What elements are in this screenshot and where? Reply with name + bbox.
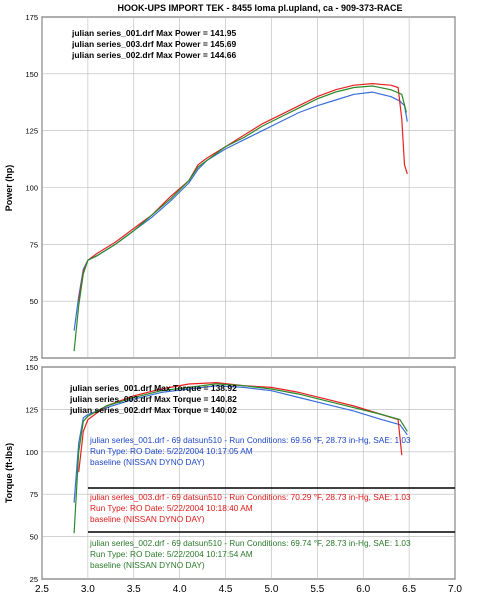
- power-y-tick-label: 150: [25, 70, 38, 79]
- power-y-tick-labels: 25 50 75 100 125 150 175: [25, 13, 38, 363]
- power-y-axis-label: Power (hp): [4, 165, 14, 212]
- torque-max-line: julian series_001.drf Max Torque = 138.9…: [69, 383, 237, 393]
- x-tick-label: 2.5: [35, 584, 49, 595]
- x-tick-label: 6.5: [402, 584, 416, 595]
- run-001-type-date: Run Type: RO Date: 5/22/2004 10:17:05 AM: [90, 446, 253, 456]
- run-002-note: baseline (NISSAN DYNO DAY): [90, 560, 205, 570]
- power-panel: 25 50 75 100 125 150 175 Power (hp) julian ser…: [4, 13, 456, 363]
- run-002-conditions: julian serles_002.drf - 69 datsun510 - R…: [89, 538, 411, 548]
- power-series-line-julian-series-002-drf: [73, 85, 407, 352]
- power-y-tick-label: 75: [30, 240, 38, 249]
- run-001-note: baseline (NISSAN DYNO DAY): [90, 457, 205, 467]
- torque-max-line: julian series_003.drf Max Torque = 140.8…: [69, 394, 237, 404]
- power-y-tick-label: 25: [30, 354, 38, 363]
- run-001-conditions: julian serles_001.drf - 69 datsun510 - R…: [89, 435, 411, 445]
- x-tick-label: 5.5: [310, 584, 324, 595]
- power-y-tick-label: 175: [25, 13, 38, 22]
- torque-y-tick-label: 25: [30, 575, 38, 584]
- power-max-line: julian series_003.drf Max Power = 145.69: [71, 39, 236, 49]
- x-tick-label: 5.0: [264, 584, 278, 595]
- torque-y-tick-label: 150: [25, 363, 38, 372]
- power-series-line-julian-series-003-drf: [78, 82, 408, 302]
- run-entry-003: julian serles_003.drf - 69 datsun510 - R…: [88, 492, 455, 533]
- chart-title: HOOK-UPS IMPORT TEK - 8455 loma pl.uplan…: [117, 3, 402, 13]
- torque-grid: [41, 366, 456, 580]
- x-tick-label: 6.0: [356, 584, 370, 595]
- run-003-note: baseline (NISSAN DYNO DAY): [90, 514, 205, 524]
- torque-series: [73, 382, 408, 534]
- run-003-conditions: julian serles_003.drf - 69 datsun510 - R…: [89, 492, 411, 502]
- power-grid: [41, 16, 456, 359]
- run-entry-001: julian serles_001.drf - 69 datsun510 - R…: [88, 435, 455, 489]
- torque-panel: 25 50 75 100 125 150 Torque (ft-lbs) julian s…: [4, 363, 456, 584]
- torque-max-annotations: julian series_001.drf Max Torque = 138.9…: [69, 383, 237, 415]
- torque-y-tick-label: 75: [30, 490, 38, 499]
- run-legend: julian serles_001.drf - 69 datsun510 - R…: [88, 435, 455, 570]
- torque-y-axis-label: Torque (ft-lbs): [4, 443, 14, 503]
- power-max-line: julian series_002.drf Max Power = 144.66: [71, 50, 236, 60]
- x-tick-label: 7.0: [448, 584, 462, 595]
- run-002-type-date: Run Type: RO Date: 5/22/2004 10:17:54 AM: [90, 549, 253, 559]
- x-tick-label: 4.5: [219, 584, 233, 595]
- torque-series-line-julian-series-001-drf: [73, 385, 408, 503]
- power-series: [73, 82, 408, 352]
- x-tick-label: 4.0: [173, 584, 187, 595]
- power-y-tick-label: 100: [25, 184, 38, 193]
- torque-y-tick-labels: 25 50 75 100 125 150: [25, 363, 38, 584]
- power-max-line: julian series_001.drf Max Power = 141.95: [71, 28, 236, 38]
- torque-max-line: julian series_002.drf Max Torque = 140.0…: [69, 405, 237, 415]
- torque-y-tick-label: 100: [25, 448, 38, 457]
- x-tick-label: 3.0: [81, 584, 95, 595]
- torque-plot-area: [41, 366, 456, 580]
- torque-series-line-julian-series-003-drf: [78, 382, 403, 473]
- x-tick-label: 3.5: [127, 584, 141, 595]
- run-003-type-date: Run Type: RO Date: 5/22/2004 10:18:40 AM: [90, 503, 253, 513]
- torque-y-tick-label: 125: [25, 405, 38, 414]
- run-entry-002: julian serles_002.drf - 69 datsun510 - R…: [89, 538, 411, 570]
- torque-y-tick-label: 50: [30, 533, 38, 542]
- torque-series-line-julian-series-002-drf: [73, 383, 408, 534]
- power-y-tick-label: 50: [30, 297, 38, 306]
- power-y-tick-label: 125: [25, 127, 38, 136]
- power-max-annotations: julian series_001.drf Max Power = 141.95…: [71, 28, 236, 60]
- x-tick-labels: 2.5 3.0 3.5 4.0 4.5 5.0 5.5 6.0 6.5 7.0: [35, 584, 462, 595]
